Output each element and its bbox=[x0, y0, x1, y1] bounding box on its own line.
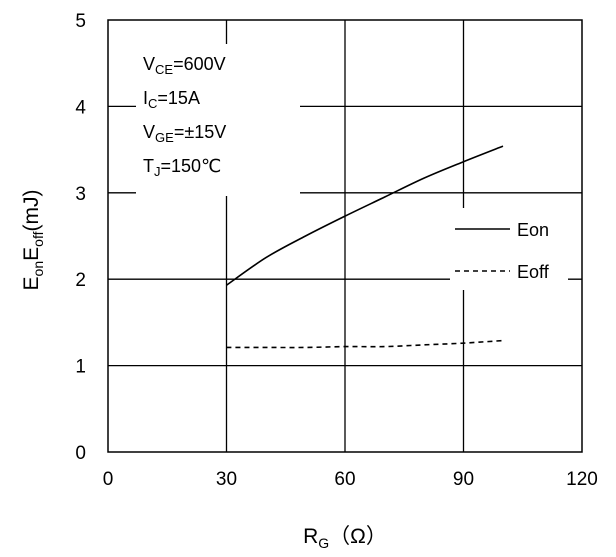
y-axis-label-s1: on bbox=[30, 261, 46, 277]
condition-line: VCE=600V bbox=[143, 54, 226, 77]
legend: Eon Eoff bbox=[455, 220, 550, 282]
plot-frame bbox=[107, 19, 583, 453]
legend-label-eoff: Eoff bbox=[517, 262, 550, 282]
x-axis-label-unit: （Ω） bbox=[329, 525, 387, 548]
conditions-box bbox=[136, 44, 300, 196]
x-tick-label: 120 bbox=[566, 469, 598, 490]
condition-line: TJ=150℃ bbox=[143, 156, 221, 179]
x-axis-label-main: R bbox=[303, 525, 318, 548]
y-tick-label: 5 bbox=[75, 11, 86, 32]
y-axis-label-unit: (mJ) bbox=[20, 190, 43, 232]
y-axis-label-e1: E bbox=[20, 276, 43, 290]
x-tick-label: 30 bbox=[216, 469, 237, 490]
y-tick-label: 2 bbox=[75, 270, 86, 291]
y-tick-label: 4 bbox=[75, 97, 86, 118]
legend-box bbox=[450, 208, 568, 290]
condition-line: VGE=±15V bbox=[143, 122, 226, 145]
x-tick-label: 90 bbox=[453, 469, 474, 490]
y-tick-label: 0 bbox=[75, 443, 86, 464]
y-axis-label-e2: E bbox=[20, 247, 43, 261]
series-line-eon bbox=[226, 145, 504, 286]
x-tick-label: 0 bbox=[103, 469, 114, 490]
x-tick-labels: 0 30 60 90 120 bbox=[103, 469, 598, 490]
x-tick-label: 60 bbox=[334, 469, 355, 490]
legend-label-eon: Eon bbox=[517, 220, 549, 240]
x-axis-label-sub: G bbox=[318, 535, 329, 551]
y-axis-label-s2: off bbox=[30, 231, 46, 246]
test-conditions: VCE=600V IC=15A VGE=±15V TJ=150℃ bbox=[143, 54, 226, 179]
series-lines bbox=[226, 145, 504, 349]
condition-line: IC=15A bbox=[143, 88, 200, 111]
y-tick-labels: 0 1 2 3 4 5 bbox=[75, 11, 86, 464]
x-axis-label: RG（Ω） bbox=[303, 525, 387, 551]
series-line-eoff bbox=[226, 339, 504, 349]
y-tick-label: 1 bbox=[75, 357, 86, 378]
y-axis-label: EonEoff(mJ) bbox=[20, 190, 46, 291]
y-tick-label: 3 bbox=[75, 184, 86, 205]
